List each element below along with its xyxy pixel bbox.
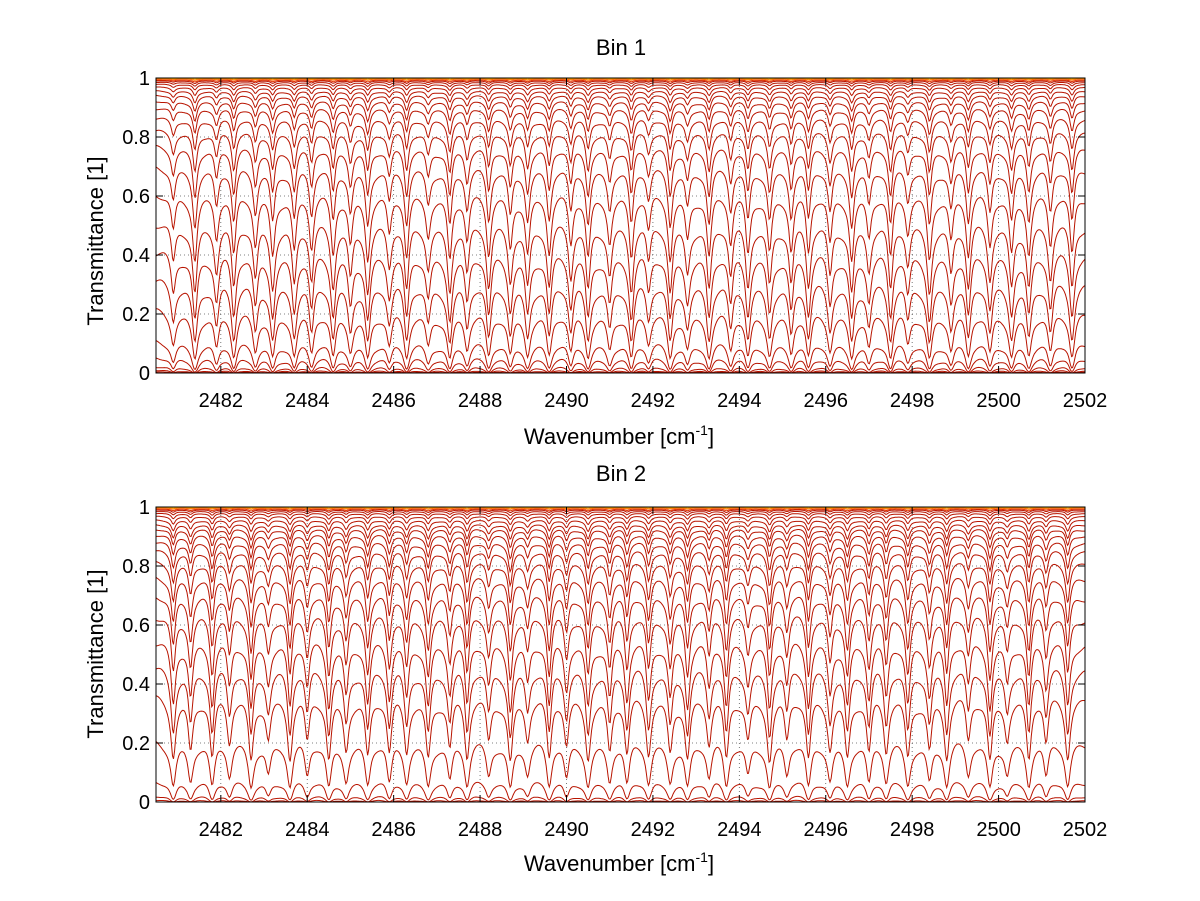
- series-line: [156, 550, 1086, 588]
- series-line: [155, 529, 1085, 550]
- series-line: [155, 252, 1086, 324]
- plot-frame: [155, 506, 1086, 803]
- series-line: [156, 80, 1085, 85]
- y-tick-label: 0.4: [122, 245, 150, 267]
- series-line: [155, 196, 1085, 263]
- series-line: [155, 226, 1086, 296]
- series-line: [155, 144, 1086, 199]
- y-tick-label: 0: [139, 792, 150, 814]
- series-line: [155, 308, 1086, 361]
- y-ticks: 0 0.2 0.4 0.6 0.8 1: [122, 497, 1085, 814]
- y-tick-label: 0.2: [122, 304, 150, 326]
- x-tick-label: 2484: [285, 390, 330, 412]
- y-tick-label: 0: [139, 363, 150, 385]
- series-line: [156, 534, 1086, 561]
- series-line: [155, 90, 1085, 104]
- series-line: [156, 78, 1085, 80]
- y-tick-label: 0.2: [122, 733, 150, 755]
- series-line: [155, 542, 1086, 574]
- x-tick-label: 2496: [803, 390, 848, 412]
- x-tick-label: 2502: [1063, 390, 1108, 412]
- series-line: [156, 509, 1085, 514]
- series-line: [155, 357, 1086, 373]
- series-line: [155, 695, 1086, 764]
- y-tick-label: 1: [139, 68, 150, 90]
- series-line: [155, 643, 1086, 713]
- series-line: [156, 507, 1085, 509]
- series-line: [155, 519, 1086, 533]
- series-line: [156, 515, 1085, 526]
- x-tick-label: 2492: [631, 390, 676, 412]
- x-tick-label: 2490: [544, 390, 589, 412]
- x-ticks: 2482 2484 2486 2488 2490 2492 2494 2496 2498 2500…: [199, 78, 1108, 412]
- grid-lines: [156, 78, 1085, 373]
- series-line: [156, 507, 1085, 510]
- y-tick-label: 0.6: [122, 615, 150, 637]
- y-ticks: 0 0.2 0.4 0.6 0.8 1: [122, 68, 1085, 385]
- x-tick-label: 2502: [1063, 819, 1108, 841]
- x-tick-label: 2482: [199, 390, 244, 412]
- series-line: [155, 117, 1086, 154]
- series-line: [155, 616, 1086, 681]
- series-lines: [155, 506, 1086, 803]
- x-tick-label: 2492: [631, 819, 676, 841]
- x-tick-label: 2482: [199, 819, 244, 841]
- y-tick-label: 0.8: [122, 556, 150, 578]
- chart-title: Bin 2: [596, 461, 646, 486]
- series-line: [155, 524, 1086, 542]
- x-tick-label: 2486: [371, 819, 416, 841]
- series-line: [156, 511, 1085, 517]
- x-tick-label: 2498: [890, 390, 935, 412]
- plot-frame: [155, 77, 1086, 374]
- series-line: [155, 741, 1086, 790]
- x-axis-label: Wavenumber [cm-1]: [524, 849, 714, 876]
- y-tick-label: 1: [139, 497, 150, 519]
- series-line: [156, 78, 1085, 81]
- x-tick-label: 2494: [717, 819, 762, 841]
- series-line: [155, 339, 1086, 371]
- x-axis-label: Wavenumber [cm-1]: [524, 422, 714, 449]
- series-line: [156, 83, 1086, 91]
- chart-panel-bin-2: Bin 2 2482 2484 2486 2488 2490 2492 2494 2496 24…: [83, 461, 1107, 876]
- series-line: [156, 513, 1086, 521]
- x-tick-label: 2486: [371, 390, 416, 412]
- series-line: [155, 166, 1086, 229]
- series-line: [156, 508, 1085, 512]
- series-line: [155, 101, 1085, 124]
- series-line: [155, 94, 1085, 113]
- y-axis-label: Transmittance [1]: [83, 156, 108, 325]
- y-axis-label: Transmittance [1]: [83, 569, 108, 738]
- series-line: [155, 576, 1086, 628]
- x-tick-label: 2500: [976, 819, 1021, 841]
- series-line: [155, 79, 1085, 83]
- series-line: [155, 596, 1085, 654]
- y-tick-label: 0.8: [122, 127, 150, 149]
- series-line: [156, 86, 1085, 97]
- series-line: [155, 129, 1086, 174]
- series-line: [155, 781, 1086, 801]
- x-tick-label: 2494: [717, 390, 762, 412]
- y-tick-label: 0.6: [122, 186, 150, 208]
- series-line: [155, 667, 1086, 739]
- series-line: [155, 279, 1086, 345]
- x-tick-label: 2496: [803, 819, 848, 841]
- x-tick-label: 2500: [976, 390, 1021, 412]
- chart-panel-bin-1: Bin 1 2482 2484 2486 2488 2490 2492 2494 2496 24…: [83, 35, 1107, 449]
- y-tick-label: 0.4: [122, 674, 150, 696]
- series-line: [156, 108, 1086, 137]
- series-line: [156, 81, 1085, 87]
- x-tick-label: 2498: [890, 819, 935, 841]
- x-tick-label: 2488: [458, 819, 503, 841]
- x-tick-label: 2490: [544, 819, 589, 841]
- x-ticks: 2482 2484 2486 2488 2490 2492 2494 2496 2498 2500…: [199, 507, 1108, 841]
- x-tick-label: 2484: [285, 819, 330, 841]
- x-tick-label: 2488: [458, 390, 503, 412]
- chart-title: Bin 1: [596, 35, 646, 60]
- series-line: [155, 561, 1086, 606]
